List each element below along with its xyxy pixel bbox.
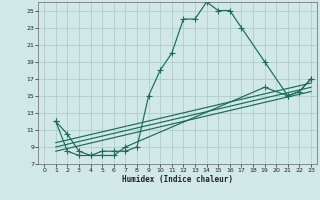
X-axis label: Humidex (Indice chaleur): Humidex (Indice chaleur)	[122, 175, 233, 184]
